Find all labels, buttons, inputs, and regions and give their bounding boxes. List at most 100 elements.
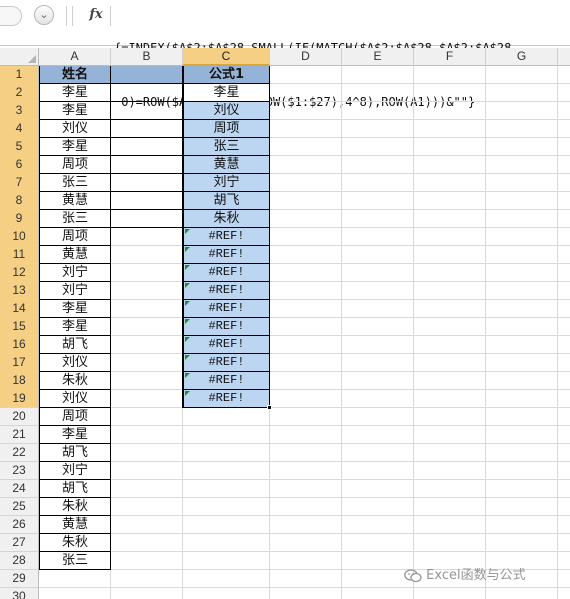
cell-f27[interactable]	[414, 534, 486, 552]
row-header[interactable]: 27	[0, 534, 39, 552]
cell-e5[interactable]	[342, 138, 414, 156]
cell-d11[interactable]	[270, 246, 342, 264]
cell-c16[interactable]: #REF!	[183, 336, 270, 354]
cell-d3[interactable]	[270, 102, 342, 120]
cell-d10[interactable]	[270, 228, 342, 246]
cell-f20[interactable]	[414, 408, 486, 426]
row-header[interactable]: 21	[0, 426, 39, 444]
cell-f3[interactable]	[414, 102, 486, 120]
cell-g22[interactable]	[486, 444, 558, 462]
row-header[interactable]: 12	[0, 264, 39, 282]
cell-c8[interactable]: 胡飞	[183, 192, 270, 210]
cell-a5[interactable]: 李星	[39, 138, 111, 156]
cell-a19[interactable]: 刘仪	[39, 390, 111, 408]
cell-h2[interactable]	[558, 84, 570, 102]
cell-h16[interactable]	[558, 336, 570, 354]
cell-c10[interactable]: #REF!	[183, 228, 270, 246]
cell-a22[interactable]: 胡飞	[39, 444, 111, 462]
cell-a24[interactable]: 胡飞	[39, 480, 111, 498]
cell-b11[interactable]	[111, 246, 183, 264]
row-header[interactable]: 3	[0, 102, 39, 120]
cell-c4[interactable]: 周项	[183, 120, 270, 138]
row-header[interactable]: 19	[0, 390, 39, 408]
cell-c15[interactable]: #REF!	[183, 318, 270, 336]
row-header[interactable]: 11	[0, 246, 39, 264]
cell-b16[interactable]	[111, 336, 183, 354]
cell-d4[interactable]	[270, 120, 342, 138]
cell-c11[interactable]: #REF!	[183, 246, 270, 264]
cell-g5[interactable]	[486, 138, 558, 156]
row-header[interactable]: 28	[0, 552, 39, 570]
cell-a21[interactable]: 李星	[39, 426, 111, 444]
cell-a7[interactable]: 张三	[39, 174, 111, 192]
cell-c28[interactable]	[183, 552, 270, 570]
cell-e18[interactable]	[342, 372, 414, 390]
cell-e9[interactable]	[342, 210, 414, 228]
cell-a11[interactable]: 黄慧	[39, 246, 111, 264]
cell-a20[interactable]: 周项	[39, 408, 111, 426]
cell-g17[interactable]	[486, 354, 558, 372]
cell-f30[interactable]	[414, 588, 486, 599]
cell-b23[interactable]	[111, 462, 183, 480]
cell-g29[interactable]	[486, 570, 558, 588]
cell-f14[interactable]	[414, 300, 486, 318]
cell-c6[interactable]: 黄慧	[183, 156, 270, 174]
cell-c7[interactable]: 刘宁	[183, 174, 270, 192]
cell-g13[interactable]	[486, 282, 558, 300]
cell-g24[interactable]	[486, 480, 558, 498]
cell-a28[interactable]: 张三	[39, 552, 111, 570]
cell-g2[interactable]	[486, 84, 558, 102]
cell-a1[interactable]: 姓名	[39, 66, 111, 84]
cell-f1[interactable]	[414, 66, 486, 84]
cell-e10[interactable]	[342, 228, 414, 246]
cell-c24[interactable]	[183, 480, 270, 498]
cell-d27[interactable]	[270, 534, 342, 552]
cell-e20[interactable]	[342, 408, 414, 426]
cell-f4[interactable]	[414, 120, 486, 138]
row-header[interactable]: 7	[0, 174, 39, 192]
cell-e11[interactable]	[342, 246, 414, 264]
row-header[interactable]: 22	[0, 444, 39, 462]
cell-c17[interactable]: #REF!	[183, 354, 270, 372]
cell-h21[interactable]	[558, 426, 570, 444]
row-header[interactable]: 9	[0, 210, 39, 228]
row-header[interactable]: 16	[0, 336, 39, 354]
cell-h26[interactable]	[558, 516, 570, 534]
cell-g18[interactable]	[486, 372, 558, 390]
cell-b22[interactable]	[111, 444, 183, 462]
cell-b18[interactable]	[111, 372, 183, 390]
cell-g11[interactable]	[486, 246, 558, 264]
cell-d16[interactable]	[270, 336, 342, 354]
column-header-a[interactable]: A	[39, 48, 111, 66]
cell-d19[interactable]	[270, 390, 342, 408]
cell-a27[interactable]: 朱秋	[39, 534, 111, 552]
row-header[interactable]: 23	[0, 462, 39, 480]
cell-b26[interactable]	[111, 516, 183, 534]
cell-h5[interactable]	[558, 138, 570, 156]
cell-h6[interactable]	[558, 156, 570, 174]
column-header-b[interactable]: B	[111, 48, 183, 66]
cell-b6[interactable]	[111, 156, 183, 174]
cell-h19[interactable]	[558, 390, 570, 408]
cell-b20[interactable]	[111, 408, 183, 426]
cell-e14[interactable]	[342, 300, 414, 318]
cell-a9[interactable]: 张三	[39, 210, 111, 228]
cell-b28[interactable]	[111, 552, 183, 570]
cell-c12[interactable]: #REF!	[183, 264, 270, 282]
cell-f10[interactable]	[414, 228, 486, 246]
column-header-e[interactable]: E	[342, 48, 414, 66]
cell-b10[interactable]	[111, 228, 183, 246]
expand-chevron-icon[interactable]: ⌄	[34, 5, 54, 25]
cell-g16[interactable]	[486, 336, 558, 354]
row-header[interactable]: 29	[0, 570, 39, 588]
cell-e19[interactable]	[342, 390, 414, 408]
cell-b21[interactable]	[111, 426, 183, 444]
cell-f11[interactable]	[414, 246, 486, 264]
cell-d21[interactable]	[270, 426, 342, 444]
cell-g19[interactable]	[486, 390, 558, 408]
cell-d22[interactable]	[270, 444, 342, 462]
cell-a30[interactable]	[39, 588, 111, 599]
cell-e24[interactable]	[342, 480, 414, 498]
cell-b30[interactable]	[111, 588, 183, 599]
cell-g4[interactable]	[486, 120, 558, 138]
